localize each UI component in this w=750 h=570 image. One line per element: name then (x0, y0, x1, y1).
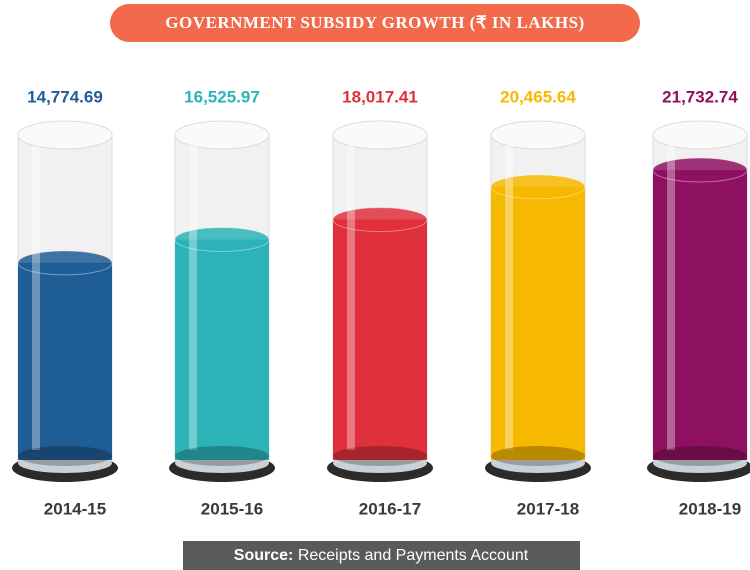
bar (333, 219, 427, 460)
bar (653, 170, 747, 460)
x-tick-label: 2017-18 (517, 499, 579, 518)
value-label: 20,465.64 (500, 87, 576, 106)
value-label: 16,525.97 (184, 87, 260, 106)
glass-highlight (505, 145, 513, 450)
liquid-bottom (175, 446, 269, 466)
title-banner (110, 4, 640, 42)
glass-highlight (667, 145, 675, 450)
liquid-bottom (653, 446, 747, 466)
glass-highlight (347, 145, 355, 450)
source-banner (183, 541, 580, 570)
liquid-surface (652, 157, 748, 183)
tube-top (174, 120, 270, 150)
source-label: Source: (234, 547, 294, 564)
value-label: 18,017.41 (342, 87, 418, 106)
value-label: 14,774.69 (27, 87, 103, 106)
value-label: 21,732.74 (662, 87, 738, 106)
bar (175, 239, 269, 460)
tube-top (332, 120, 428, 150)
x-tick-label: 2018-19 (679, 499, 741, 518)
liquid-surface (332, 207, 428, 233)
liquid-surface (174, 226, 270, 252)
chart-title: GOVERNMENT SUBSIDY GROWTH (₹ IN LAKHS) (165, 13, 584, 32)
liquid-bottom (491, 446, 585, 466)
glass-highlight (32, 145, 40, 450)
x-tick-label: 2015-16 (201, 499, 263, 518)
liquid-bottom (18, 446, 112, 466)
liquid-surface (490, 174, 586, 200)
x-tick-label: 2014-15 (44, 499, 106, 518)
tube-top (652, 120, 748, 150)
x-tick-label: 2016-17 (359, 499, 421, 518)
tube-top (17, 120, 113, 150)
source-text: Receipts and Payments Account (298, 547, 529, 564)
bar (18, 262, 112, 460)
tube-top (490, 120, 586, 150)
liquid-bottom (333, 446, 427, 466)
source: Source: Receipts and Payments Account (234, 547, 529, 564)
liquid-surface (17, 250, 113, 276)
glass-highlight (189, 145, 197, 450)
bar (491, 186, 585, 460)
